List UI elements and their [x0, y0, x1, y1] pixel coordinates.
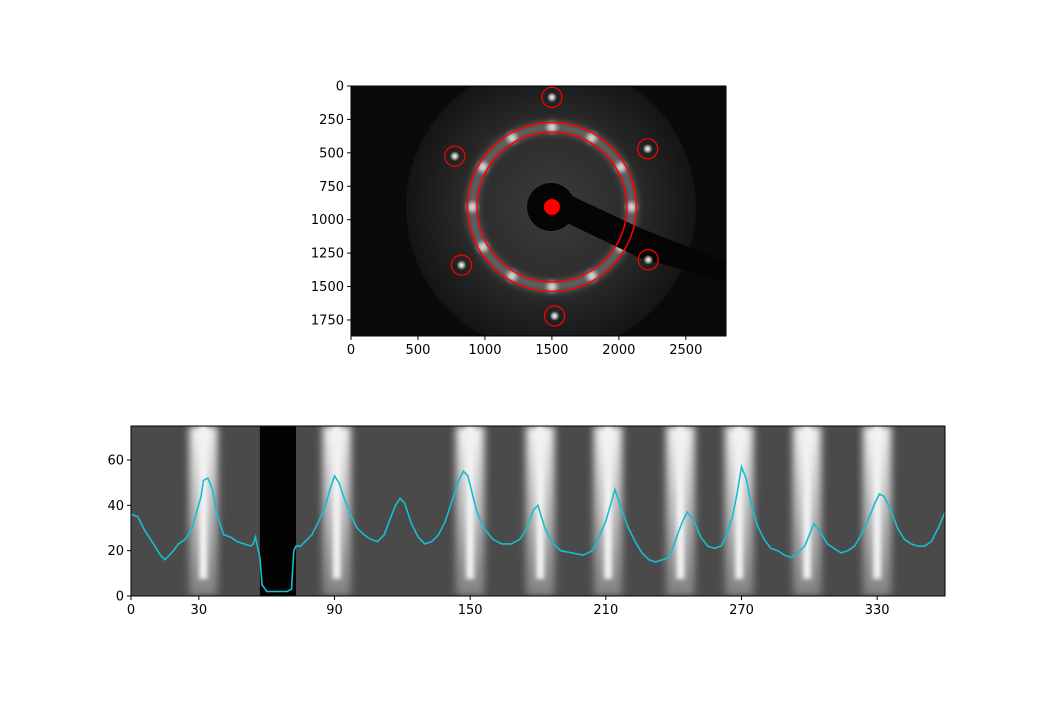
beamstop-shadow-band: [259, 426, 297, 596]
intensity-profile-line: [131, 463, 945, 593]
ring-bright-arc-11: [615, 162, 626, 173]
top-x-tick-label-2: 1000: [468, 343, 501, 358]
fit-ring-0: [476, 131, 628, 283]
top-y-axis: 0 250 500 750 1000 1250 1500 1750: [311, 80, 351, 328]
spot-glow-5: [449, 151, 460, 162]
ring-bright-arc-5: [477, 241, 488, 252]
top-x-tick-label-0: 0: [347, 343, 355, 358]
streak-core-5: [676, 426, 685, 579]
ring-bright-arc-7: [477, 162, 488, 173]
top-x-tick-label-3: 1500: [535, 343, 568, 358]
bottom-x-tick-label-4: 210: [593, 603, 618, 618]
streak-core-4: [604, 426, 613, 579]
bottom-x-axis: 0 30 90 150 210 270 330: [127, 596, 890, 618]
bottom-x-tick-label-1: 30: [191, 603, 208, 618]
streak-core-0: [199, 426, 208, 579]
bottom-y-tick-label-0: 0: [116, 590, 124, 605]
top-y-tick-label-5: 1250: [311, 247, 344, 262]
center-marker: [543, 198, 560, 215]
beamstop-arm: [560, 195, 726, 282]
bottom-y-tick-label-1: 20: [107, 544, 124, 559]
top-y-tick-label-1: 250: [319, 113, 344, 128]
streak-core-3: [536, 426, 545, 579]
spot-glow-2: [643, 254, 654, 265]
spot-glow-3: [549, 310, 560, 321]
ring-glow: [467, 122, 637, 292]
top-x-tick-label-5: 2500: [669, 343, 702, 358]
unwrapped-profile-panel: 0 30 90 150 210 270 330 0 20 40 60: [107, 425, 946, 618]
spot-marker-1: [637, 138, 659, 160]
spot-marker-0: [541, 86, 563, 109]
ring-bright-arc-6: [467, 201, 478, 212]
diffraction-image-panel: 0 500 1000 1500 2000 2500 0 250 500 750 1000 1250 1…: [311, 80, 727, 358]
bottom-y-tick-label-3: 60: [107, 454, 124, 469]
top-axes-frame: [350, 85, 727, 337]
top-y-tick-label-3: 750: [319, 180, 344, 195]
ring-bright-arc-9: [546, 122, 557, 133]
top-x-axis: 0 500 1000 1500 2000 2500: [347, 336, 702, 358]
streak-core-7: [803, 426, 812, 579]
bottom-x-tick-label-5: 270: [729, 603, 754, 618]
fit-rings: [466, 121, 638, 293]
intensity-streaks: [189, 426, 892, 596]
ring-bright-arc-8: [507, 132, 518, 143]
spot-marker-5: [444, 145, 466, 167]
bottom-y-tick-label-2: 40: [107, 499, 124, 514]
bottom-x-tick-label-6: 330: [865, 603, 890, 618]
bottom-x-tick-label-0: 0: [127, 603, 135, 618]
top-y-tick-label-6: 1500: [311, 280, 344, 295]
bottom-y-axis: 0 20 40 60: [107, 454, 131, 605]
ring-bright-arc-10: [586, 132, 597, 143]
ring-bright-arc-2: [586, 271, 597, 282]
streak-core-1: [332, 426, 341, 579]
bottom-x-tick-label-3: 150: [458, 603, 483, 618]
streak-core-6: [735, 426, 744, 579]
top-y-tick-label-0: 0: [336, 80, 344, 95]
spot-marker-2: [637, 249, 659, 271]
bottom-x-tick-label-2: 90: [326, 603, 343, 618]
spot-marker-3: [543, 305, 566, 327]
top-y-tick-label-2: 500: [319, 146, 344, 161]
spot-markers: [444, 86, 659, 327]
bottom-axes-frame: [130, 425, 946, 597]
spot-glow-1: [642, 143, 653, 154]
streak-core-2: [466, 426, 475, 579]
streak-core-8: [873, 426, 882, 579]
spot-glow-4: [456, 260, 467, 271]
spot-glow: [449, 92, 654, 321]
top-y-tick-label-7: 1750: [311, 313, 344, 328]
ring-bright-arc-0: [626, 201, 637, 212]
fit-ring-1: [466, 121, 638, 293]
ring-bright-arc-4: [507, 271, 518, 282]
spot-glow-0: [546, 92, 557, 103]
top-y-tick-label-4: 1000: [311, 213, 344, 228]
top-x-tick-label-1: 500: [406, 343, 431, 358]
spot-marker-4: [450, 254, 473, 276]
top-x-tick-label-4: 2000: [602, 343, 635, 358]
ring-bright-arc-3: [546, 281, 557, 292]
